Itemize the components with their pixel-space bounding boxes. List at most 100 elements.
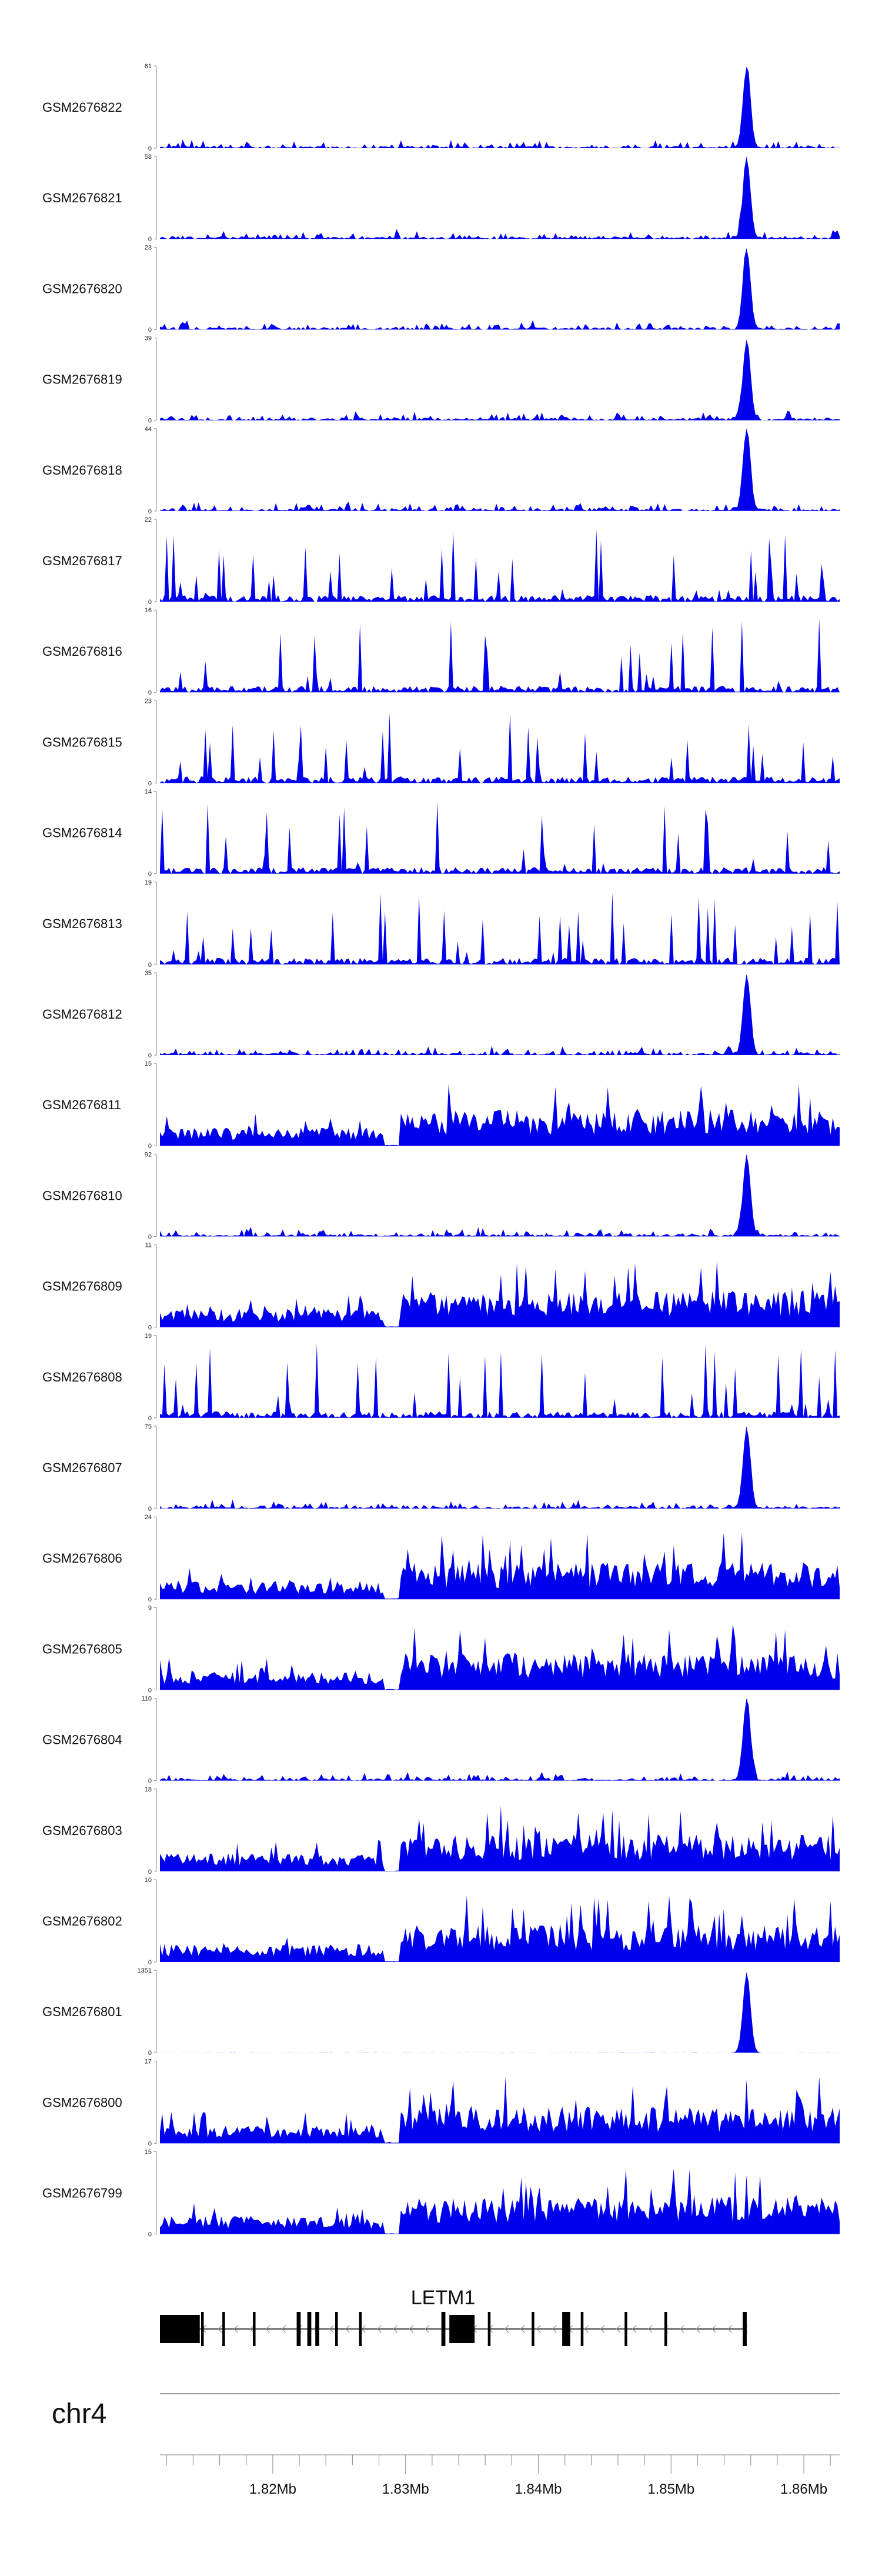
signal-area (160, 1083, 840, 1146)
y-max-label: 110 (141, 1696, 152, 1703)
exon (160, 2315, 200, 2343)
track-label: GSM2676810 (42, 1188, 122, 1203)
exon (307, 2312, 312, 2346)
exon (580, 2312, 584, 2346)
exon (335, 2312, 338, 2346)
y-zero-label: 0 (148, 1596, 152, 1603)
strand-arrow (393, 2325, 397, 2333)
gene-track: LETM1 (160, 2287, 748, 2346)
signal-area (160, 339, 840, 421)
strand-arrow (425, 2325, 429, 2333)
y-zero-label: 0 (148, 418, 152, 425)
track-gsm2676801: GSM2676801 1351 0 (42, 1967, 840, 2057)
y-zero-label: 0 (148, 1778, 152, 1785)
track-gsm2676809: GSM2676809 11 0 (42, 1242, 840, 1332)
exon (562, 2312, 570, 2346)
y-zero-label: 0 (148, 2140, 152, 2147)
track-gsm2676817: GSM2676817 22 0 (42, 516, 840, 606)
signal-tracks: GSM2676822610GSM2676821580GSM2676820230G… (42, 63, 840, 2238)
signal-area (160, 893, 840, 965)
x-tick-label: 1.84Mb (514, 2481, 562, 2497)
track-gsm2676808: GSM2676808 19 0 (42, 1333, 840, 1422)
track-label: GSM2676799 (42, 2186, 122, 2201)
y-zero-label: 0 (148, 599, 152, 606)
strand-arrow (233, 2325, 238, 2333)
track-label: GSM2676804 (42, 1733, 122, 1747)
y-max-label: 16 (145, 607, 152, 614)
signal-area (160, 2168, 840, 2234)
track-gsm2676820: GSM2676820 23 0 (42, 244, 840, 333)
y-max-label: 61 (145, 63, 152, 70)
y-max-label: 19 (145, 879, 152, 886)
chromosome-label: chr4 (52, 2398, 106, 2430)
strand-arrow (680, 2325, 684, 2333)
exon (487, 2312, 491, 2346)
track-label: GSM2676809 (42, 1279, 122, 1294)
y-zero-label: 0 (148, 689, 152, 696)
track-label: GSM2676813 (42, 916, 122, 931)
exon (743, 2312, 747, 2346)
strand-arrow (536, 2325, 541, 2333)
strand-arrow (552, 2325, 557, 2333)
y-zero-label: 0 (148, 508, 152, 515)
strand-arrow (727, 2325, 732, 2333)
signal-area (160, 1895, 840, 1962)
exon (359, 2312, 362, 2346)
y-max-label: 23 (145, 698, 152, 705)
exon (296, 2312, 301, 2346)
y-max-label: 22 (145, 516, 152, 523)
strand-arrow (711, 2325, 716, 2333)
x-tick-label: 1.83Mb (382, 2481, 429, 2497)
y-max-label: 23 (145, 244, 152, 251)
x-tick-label: 1.86Mb (780, 2481, 827, 2497)
track-gsm2676802: GSM2676802 10 0 (42, 1877, 840, 1966)
exon (201, 2312, 204, 2346)
strand-arrow (249, 2325, 254, 2333)
y-zero-label: 0 (148, 145, 152, 152)
track-gsm2676806: GSM2676806 24 0 (42, 1514, 840, 1603)
x-tick-label: 1.85Mb (647, 2481, 694, 2497)
signal-area (160, 248, 840, 330)
y-zero-label: 0 (148, 1868, 152, 1876)
signal-area (160, 2077, 840, 2144)
signal-area (160, 618, 840, 693)
signal-area (160, 1698, 840, 1781)
track-gsm2676805: GSM2676805 9 0 (42, 1604, 840, 1694)
signal-area (160, 1154, 840, 1237)
signal-area (160, 156, 840, 239)
track-gsm2676819: GSM2676819 39 0 (42, 335, 840, 425)
track-gsm2676811: GSM2676811 15 0 (42, 1060, 840, 1150)
y-max-label: 15 (145, 2149, 152, 2156)
track-gsm2676815: GSM2676815 23 0 (42, 698, 840, 787)
y-max-label: 44 (145, 426, 152, 433)
track-gsm2676822: GSM2676822 61 0 (42, 63, 840, 152)
strand-arrow (600, 2325, 605, 2333)
track-label: GSM2676815 (42, 735, 122, 749)
y-max-label: 92 (145, 1151, 152, 1158)
y-zero-label: 0 (148, 2231, 152, 2238)
signal-area (160, 1260, 840, 1327)
track-label: GSM2676808 (42, 1370, 122, 1384)
signal-area (160, 428, 840, 511)
strand-arrow (648, 2325, 653, 2333)
track-gsm2676803: GSM2676803 18 0 (42, 1786, 840, 1876)
y-max-label: 17 (145, 2058, 152, 2065)
track-gsm2676807: GSM2676807 75 0 (42, 1423, 840, 1513)
signal-area (160, 974, 840, 1055)
strand-arrow (265, 2325, 270, 2333)
y-zero-label: 0 (148, 1052, 152, 1059)
strand-arrow (505, 2325, 509, 2333)
y-zero-label: 0 (148, 1143, 152, 1150)
y-max-label: 18 (145, 1786, 152, 1793)
y-zero-label: 0 (148, 962, 152, 969)
track-gsm2676818: GSM2676818 44 0 (42, 426, 840, 515)
y-zero-label: 0 (148, 1687, 152, 1694)
y-zero-label: 0 (148, 1324, 152, 1332)
strand-arrow (696, 2325, 700, 2333)
exon (315, 2312, 319, 2346)
strand-arrow (345, 2325, 350, 2333)
track-label: GSM2676819 (42, 372, 122, 387)
x-tick-label: 1.82Mb (249, 2481, 296, 2497)
y-zero-label: 0 (148, 1506, 152, 1513)
track-label: GSM2676814 (42, 826, 122, 840)
